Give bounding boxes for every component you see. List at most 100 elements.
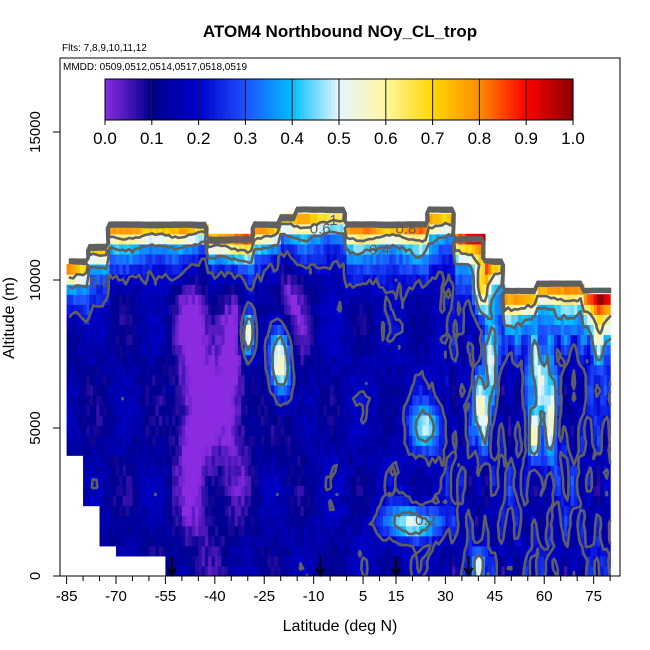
heatmap-cell bbox=[139, 445, 143, 456]
heatmap-cell bbox=[346, 545, 351, 557]
heatmap-cell bbox=[409, 374, 414, 386]
heatmap-cell bbox=[554, 304, 559, 315]
heatmap-cell bbox=[369, 314, 374, 325]
heatmap-cell bbox=[323, 515, 328, 527]
heatmap-cell bbox=[448, 495, 453, 507]
heatmap-cell bbox=[79, 294, 84, 305]
heatmap-cell bbox=[386, 404, 391, 416]
heatmap-cell bbox=[359, 545, 364, 557]
heatmap-cell bbox=[152, 535, 157, 547]
heatmap-cell bbox=[185, 485, 190, 497]
heatmap-cell bbox=[181, 394, 186, 406]
heatmap-cell bbox=[531, 485, 535, 497]
heatmap-cell bbox=[346, 565, 351, 576]
heatmap-cell bbox=[244, 455, 249, 466]
heatmap-cell bbox=[402, 445, 407, 456]
heatmap-cell bbox=[494, 294, 499, 305]
heatmap-cell bbox=[254, 223, 259, 235]
heatmap-cell bbox=[372, 223, 377, 235]
heatmap-cell bbox=[119, 253, 124, 265]
heatmap-cell bbox=[527, 525, 532, 537]
heatmap-cell bbox=[277, 425, 282, 436]
heatmap-cell bbox=[89, 485, 94, 497]
heatmap-cell bbox=[386, 394, 391, 406]
heatmap-cell bbox=[132, 394, 137, 406]
heatmap-cell bbox=[198, 435, 203, 446]
heatmap-cell bbox=[254, 294, 259, 305]
heatmap-cell bbox=[323, 455, 328, 466]
heatmap-cell bbox=[280, 294, 285, 305]
heatmap-cell bbox=[468, 465, 473, 476]
heatmap-cell bbox=[119, 435, 124, 446]
heatmap-cell bbox=[333, 455, 338, 466]
heatmap-cell bbox=[237, 414, 242, 426]
heatmap-cell bbox=[198, 324, 203, 336]
heatmap-cell bbox=[313, 495, 318, 507]
heatmap-cell bbox=[221, 294, 226, 305]
heatmap-cell bbox=[372, 384, 377, 396]
heatmap-cell bbox=[336, 565, 341, 576]
heatmap-cell bbox=[148, 304, 153, 315]
heatmap-cell bbox=[99, 515, 104, 527]
heatmap-cell bbox=[531, 435, 535, 446]
heatmap-cell bbox=[445, 425, 450, 436]
heatmap-cell bbox=[119, 284, 124, 295]
heatmap-cell bbox=[125, 495, 130, 507]
heatmap-cell bbox=[524, 364, 529, 376]
heatmap-cell bbox=[152, 233, 157, 245]
heatmap-cell bbox=[218, 364, 223, 376]
heatmap-cell bbox=[228, 364, 232, 376]
heatmap-cell bbox=[145, 354, 150, 366]
heatmap-cell bbox=[109, 394, 114, 406]
heatmap-cell bbox=[251, 243, 255, 255]
heatmap-cell bbox=[435, 535, 440, 547]
heatmap-cell bbox=[122, 354, 127, 366]
heatmap-cell bbox=[168, 525, 173, 537]
heatmap-cell bbox=[198, 314, 203, 325]
heatmap-cell bbox=[494, 264, 499, 275]
heatmap-cell bbox=[376, 284, 381, 295]
heatmap-cell bbox=[471, 264, 476, 275]
heatmap-cell bbox=[445, 555, 450, 567]
heatmap-cell bbox=[211, 344, 216, 356]
heatmap-cell bbox=[116, 364, 120, 376]
heatmap-cell bbox=[195, 233, 199, 245]
heatmap-cell bbox=[208, 334, 213, 346]
heatmap-cell bbox=[452, 465, 456, 476]
heatmap-cell bbox=[356, 565, 361, 576]
heatmap-cell bbox=[402, 455, 407, 466]
heatmap-cell bbox=[195, 495, 199, 507]
heatmap-cell bbox=[139, 223, 143, 235]
heatmap-cell bbox=[129, 344, 134, 356]
heatmap-cell bbox=[310, 284, 315, 295]
heatmap-cell bbox=[376, 414, 381, 426]
heatmap-cell bbox=[389, 455, 394, 466]
heatmap-cell bbox=[307, 404, 311, 416]
heatmap-cell bbox=[547, 314, 552, 325]
heatmap-cell bbox=[517, 344, 522, 356]
heatmap-cell bbox=[267, 445, 272, 456]
heatmap-cell bbox=[208, 394, 213, 406]
heatmap-cell bbox=[478, 314, 483, 325]
heatmap-cell bbox=[211, 495, 216, 507]
heatmap-cell bbox=[330, 475, 335, 487]
heatmap-cell bbox=[181, 364, 186, 376]
heatmap-cell bbox=[145, 394, 150, 406]
heatmap-cell bbox=[274, 525, 279, 537]
heatmap-cell bbox=[201, 414, 206, 426]
heatmap-cell bbox=[139, 515, 143, 527]
heatmap-cell bbox=[396, 294, 400, 305]
heatmap-cell bbox=[287, 425, 292, 436]
heatmap-cell bbox=[228, 565, 232, 576]
heatmap-cell bbox=[557, 344, 562, 356]
heatmap-cell bbox=[316, 253, 321, 265]
heatmap-cell bbox=[461, 364, 466, 376]
heatmap-cell bbox=[402, 374, 407, 386]
heatmap-cell bbox=[438, 324, 443, 336]
heatmap-cell bbox=[172, 294, 176, 305]
heatmap-cell bbox=[554, 535, 559, 547]
heatmap-cell bbox=[359, 364, 364, 376]
heatmap-cell bbox=[527, 294, 532, 305]
heatmap-cell bbox=[475, 435, 479, 446]
heatmap-cell bbox=[241, 425, 246, 436]
